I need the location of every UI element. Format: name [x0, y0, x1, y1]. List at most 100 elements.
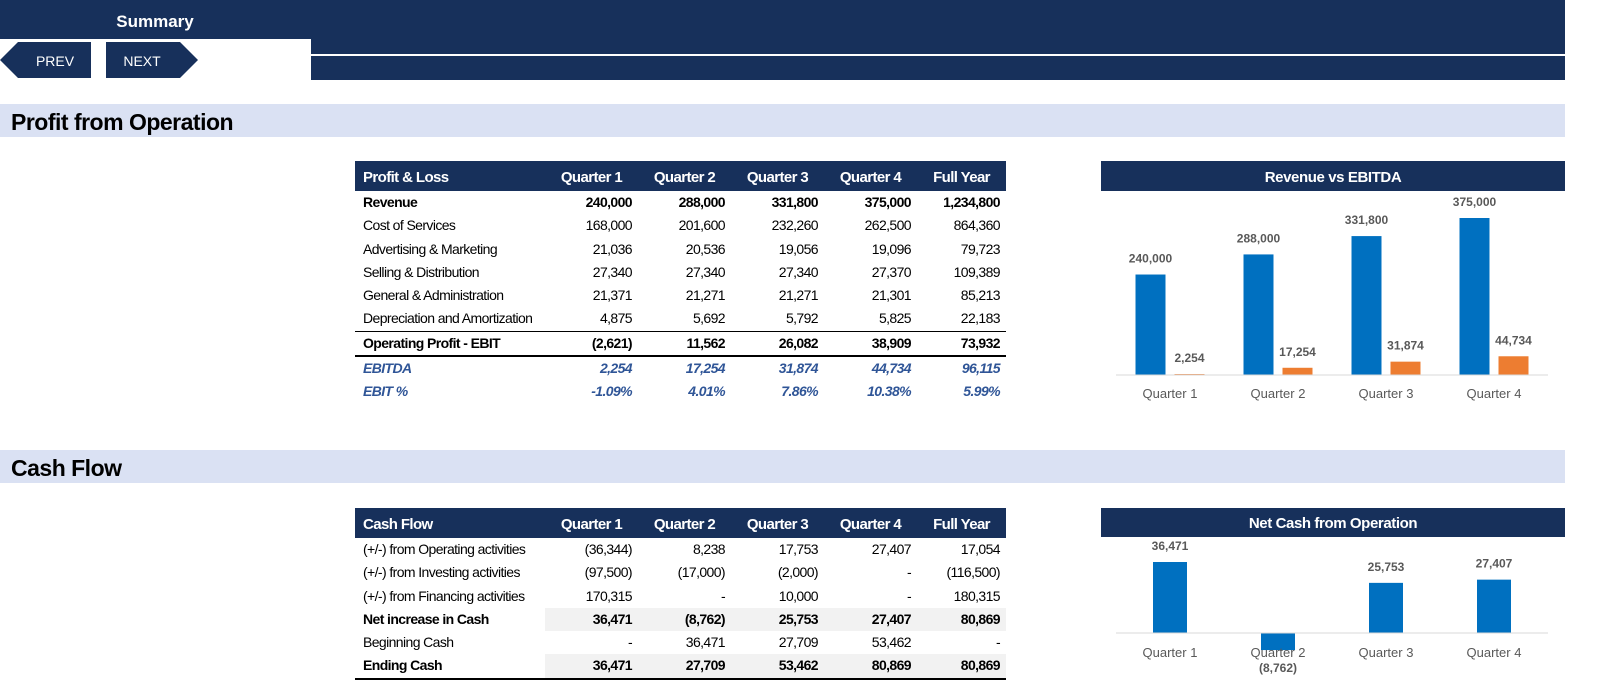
bar: [1351, 236, 1382, 375]
chart-header: [1101, 161, 1565, 191]
prev-button[interactable]: PREV: [0, 42, 91, 78]
cell-value: 10.38%: [867, 383, 911, 400]
column-header: Quarter 1: [560, 169, 623, 186]
section-title: Profit from Operation: [0, 104, 1565, 137]
data-label: 36,471: [1152, 539, 1189, 553]
table: Cash Flow Quarter 1 Quarter 2 Quarter 3 Quar…: [355, 508, 1006, 680]
row-label: Beginning Cash: [363, 634, 454, 651]
row-label: Cost of Services: [363, 217, 456, 234]
data-label: 2,254: [1174, 351, 1204, 365]
header-rule: [311, 54, 1565, 56]
cell-value: 20,536: [685, 240, 726, 257]
cell-value: 864,360: [953, 217, 1001, 234]
cell-value: 36,471: [685, 634, 726, 651]
cell-value: 53,462: [871, 634, 912, 651]
cell-value: -: [906, 587, 912, 604]
column-header: Cash Flow: [363, 516, 433, 533]
cell-value: (36,344): [584, 541, 633, 557]
bar: [1498, 356, 1529, 375]
data-label: 25,753: [1368, 560, 1405, 574]
cell-value: (2,621): [591, 334, 633, 351]
cell-value: (97,500): [584, 564, 633, 581]
table-row: Cost of Services 168,000 201,600 232,260 262…: [355, 214, 1006, 237]
cell-value: 85,213: [960, 287, 1001, 304]
table-header: Profit & Loss Quarter 1 Quarter 2 Quarter 3…: [355, 161, 1006, 191]
bar: [1459, 218, 1490, 375]
cell-value: 4,875: [599, 310, 633, 327]
cell-value: 288,000: [678, 194, 726, 210]
column-header: Quarter 3: [746, 516, 809, 533]
cell-value: -: [906, 564, 912, 581]
cell-value: 5,825: [878, 310, 912, 327]
table-row: Ending Cash 36,471 27,709 53,462 80,869 80,86…: [355, 654, 1006, 680]
table-row: (+/-) from Operating activities (36,344) 8…: [355, 538, 1006, 561]
table-row: Operating Profit - EBIT (2,621) 11,562 26,0…: [355, 330, 1006, 358]
cell-value: 36,471: [545, 654, 638, 678]
data-label: 31,874: [1387, 339, 1424, 353]
cell-value: 180,315: [953, 587, 1001, 604]
data-label: 17,254: [1279, 345, 1316, 359]
cell-value: (116,500): [946, 564, 1001, 581]
column-header: Quarter 1: [560, 516, 623, 533]
row-label: (+/-) from Investing activities: [363, 564, 520, 581]
x-tick-label: Quarter 3: [1359, 645, 1414, 660]
chart-title: Revenue vs EBITDA: [1265, 169, 1402, 186]
table-row: EBITDA 2,254 17,254 31,874 44,734 96,115: [355, 357, 1006, 380]
cell-value: 21,371: [592, 287, 633, 304]
bar: [1282, 367, 1313, 375]
cell-value: 27,340: [685, 263, 726, 280]
x-tick-label: Quarter 1: [1143, 386, 1198, 401]
cell-value: 17,254: [685, 360, 726, 377]
next-button[interactable]: NEXT: [106, 42, 198, 78]
cell-value: -: [995, 634, 1001, 651]
cell-value: (2,000): [777, 564, 819, 581]
table-row: Revenue 240,000 288,000 331,800 375,000 1,234…: [355, 191, 1006, 214]
x-tick-label: Quarter 2: [1251, 386, 1306, 401]
row-label: General & Administration: [363, 287, 504, 304]
cell-value: 27,340: [778, 263, 819, 280]
table-row: Depreciation and Amortization 4,875 5,692 5…: [355, 307, 1006, 330]
cell-value: 17,054: [960, 541, 1001, 557]
cell-value: 168,000: [585, 217, 633, 234]
data-label: 288,000: [1237, 231, 1281, 245]
cell-value: 331,800: [771, 194, 819, 210]
cell-value: 1,234,800: [943, 194, 1000, 210]
cell-value: 5.99%: [963, 383, 1000, 400]
cell-value: 7.86%: [781, 383, 818, 400]
cell-value: 17,753: [778, 541, 819, 557]
row-label: EBITDA: [363, 360, 412, 377]
table: Profit & Loss Quarter 1 Quarter 2 Quarter 3…: [355, 161, 1006, 404]
header-title: Summary: [116, 12, 194, 31]
cell-value: 44,734: [871, 360, 912, 377]
cell-value: 27,340: [592, 263, 633, 280]
cell-value: 27,709: [638, 654, 731, 678]
x-tick-label: Quarter 4: [1467, 386, 1522, 401]
cell-value: 96,115: [961, 360, 1001, 377]
cell-value: 21,271: [685, 287, 726, 304]
next-label[interactable]: NEXT: [123, 53, 161, 69]
row-label: Revenue: [363, 194, 418, 210]
cell-value: (17,000): [677, 564, 726, 581]
table-row: Advertising & Marketing 21,036 20,536 19,05…: [355, 238, 1006, 261]
prev-shape[interactable]: [0, 42, 91, 78]
row-label: Depreciation and Amortization: [363, 310, 533, 327]
cell-value: 53,462: [731, 654, 824, 678]
column-header: Quarter 4: [839, 169, 902, 186]
column-header: Full Year: [933, 516, 990, 533]
cell-value: 240,000: [585, 194, 633, 210]
prev-label[interactable]: PREV: [36, 53, 75, 69]
bar: [1477, 579, 1511, 633]
cell-value: 8,238: [692, 541, 726, 557]
cell-value: 5,692: [692, 310, 726, 327]
data-label: 44,734: [1495, 333, 1532, 347]
column-header: Quarter 2: [653, 169, 716, 186]
cell-value: 38,909: [871, 334, 912, 351]
data-label: (8,762): [1259, 661, 1297, 675]
row-label: Selling & Distribution: [363, 263, 480, 280]
column-header: Profit & Loss: [363, 169, 449, 186]
chart-title: Net Cash from Operation: [1249, 515, 1418, 532]
row-label: Net increase in Cash: [363, 610, 489, 627]
next-shape[interactable]: [106, 42, 198, 78]
cell-value: 27,709: [778, 634, 819, 651]
cell-value: 375,000: [864, 194, 912, 210]
